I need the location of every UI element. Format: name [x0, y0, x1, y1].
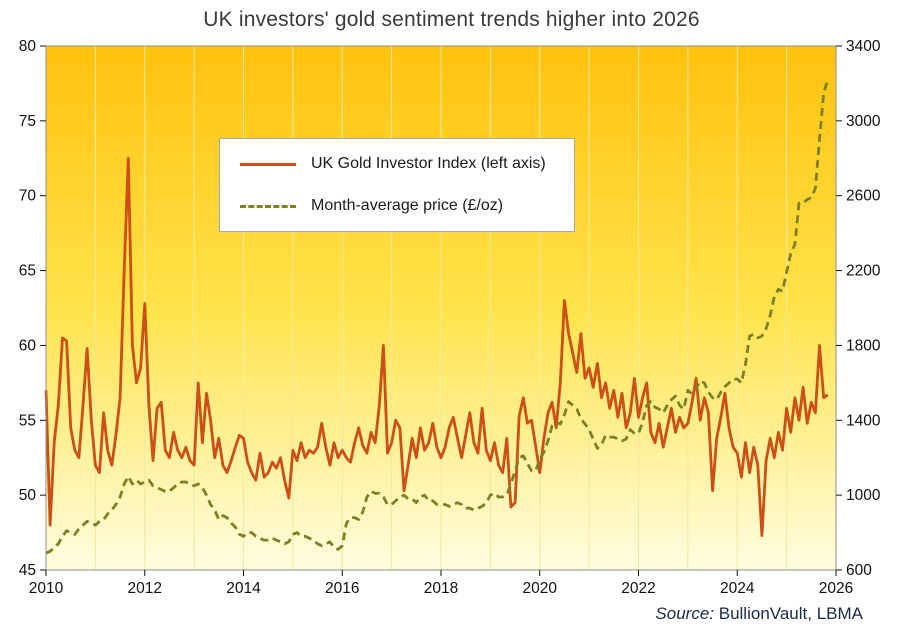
- right-axis-tick-label: 600: [846, 562, 872, 579]
- x-axis-tick-label: 2016: [325, 580, 359, 597]
- legend-solid-line-swatch-icon: [240, 162, 296, 166]
- chart-legend: UK Gold Investor Index (left axis) Month…: [219, 138, 575, 232]
- chart-title: UK investors' gold sentiment trends high…: [203, 8, 700, 31]
- x-axis-tick-label: 2022: [621, 580, 655, 597]
- source-credit-text: BullionVault, LBMA: [714, 604, 863, 623]
- left-axis-tick-label: 80: [19, 38, 37, 55]
- gridlines: [94, 46, 788, 570]
- series-lines: [44, 79, 830, 555]
- right-axis-tick-label: 3400: [846, 38, 881, 55]
- axes: 45 50 55 60 65 70 75 80 600 1000 1400 1800 2200 2600 3…: [19, 38, 881, 597]
- legend-item-label: UK Gold Investor Index (left axis): [311, 155, 546, 172]
- legend-item-label: Month-average price (£/oz): [311, 197, 504, 214]
- legend-item-price: Month-average price (£/oz): [240, 197, 546, 215]
- right-axis-tick-label: 1400: [846, 412, 881, 429]
- x-axis-tick-label: 2014: [226, 580, 261, 597]
- left-axis-tick-label: 75: [19, 113, 36, 130]
- left-axis-tick-label: 50: [19, 487, 37, 504]
- x-axis-tick-label: 2018: [424, 580, 458, 597]
- right-axis-tick-label: 1000: [846, 487, 881, 504]
- right-axis-tick-label: 3000: [846, 113, 881, 130]
- x-axis-tick-label: 2024: [720, 580, 755, 597]
- left-axis-tick-label: 60: [19, 337, 37, 354]
- x-axis-tick-label: 2026: [819, 580, 853, 597]
- left-axis-tick-label: 55: [19, 412, 36, 429]
- left-axis-tick-label: 45: [19, 562, 36, 579]
- right-axis-tick-label: 1800: [846, 337, 881, 354]
- right-axis-tick-label: 2200: [846, 263, 881, 280]
- legend-dashed-line-swatch-icon: [240, 204, 296, 208]
- left-axis-tick-label: 65: [19, 263, 36, 280]
- gold-sentiment-chart: 45 50 55 60 65 70 75 80 600 1000 1400 1800 2200 2600 3…: [19, 38, 881, 597]
- x-axis-tick-label: 2012: [128, 580, 162, 597]
- price-line: [45, 79, 830, 555]
- x-axis-tick-label: 2010: [29, 580, 64, 597]
- legend-item-investor-index: UK Gold Investor Index (left axis): [240, 155, 546, 173]
- investor-index-line: [44, 156, 829, 537]
- source-credit: Source: BullionVault, LBMA: [655, 604, 863, 624]
- right-axis-tick-label: 2600: [846, 188, 881, 205]
- x-axis-tick-label: 2020: [523, 580, 558, 597]
- source-credit-prefix: Source:: [655, 604, 715, 623]
- left-axis-tick-label: 70: [19, 188, 37, 205]
